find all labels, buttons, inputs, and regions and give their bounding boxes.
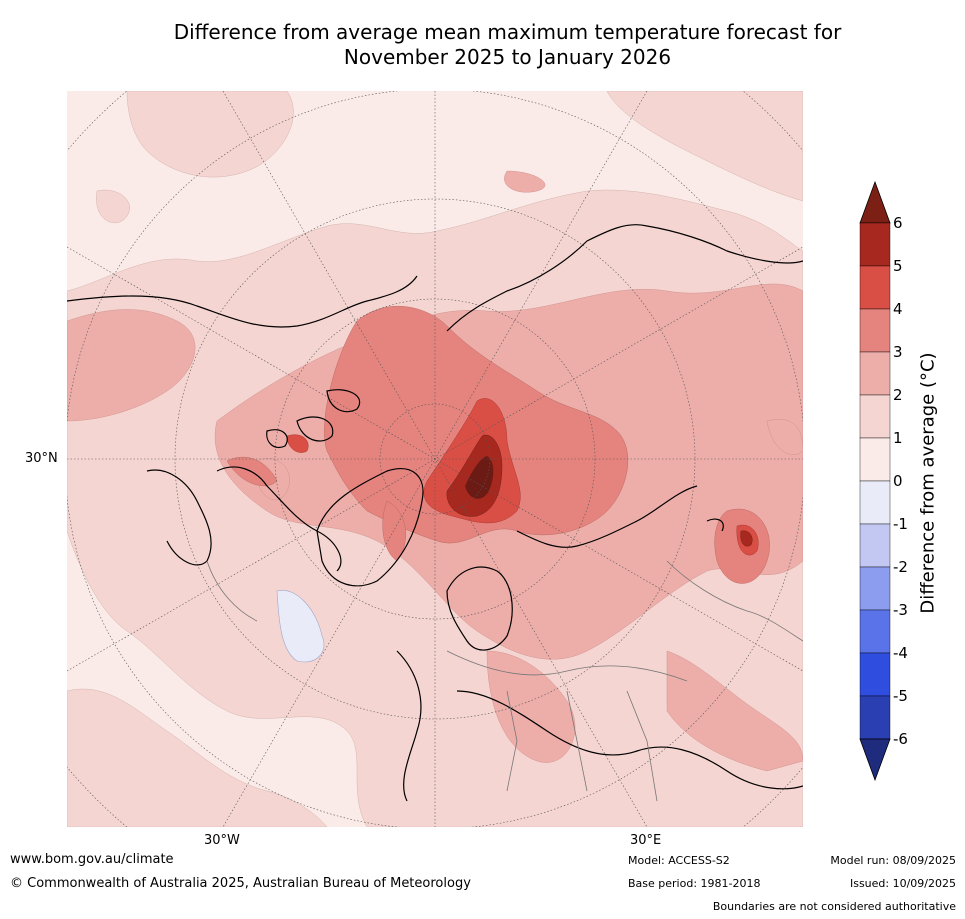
colorbar-tick-label: 6 bbox=[893, 214, 903, 232]
footer-boundaries-note: Boundaries are not considered authoritat… bbox=[712, 900, 956, 913]
coastlines bbox=[67, 224, 803, 802]
colorbar-tick-label: -6 bbox=[893, 730, 908, 748]
anomaly-negative-area bbox=[276, 590, 325, 663]
colorbar-tick-label: 2 bbox=[893, 386, 903, 404]
colorbar-tick-label: -4 bbox=[893, 644, 908, 662]
colorbar-segment bbox=[859, 265, 891, 310]
footer-url: www.bom.gov.au/climate bbox=[10, 852, 174, 867]
graticule bbox=[67, 91, 803, 827]
colorbar-segment bbox=[859, 480, 891, 525]
colorbar-segment bbox=[859, 523, 891, 568]
colorbar-label: Difference from average (°C) bbox=[917, 352, 939, 614]
footer-issued: Issued: 10/09/2025 bbox=[849, 877, 956, 890]
colorbar-tick-label: 5 bbox=[893, 257, 903, 275]
footer-model: Model: ACCESS-S2 bbox=[628, 854, 730, 867]
colorbar-segment bbox=[859, 695, 891, 740]
colorbar-tick-label: -2 bbox=[893, 558, 908, 576]
polar-map bbox=[67, 91, 803, 827]
colorbar-segment bbox=[859, 222, 891, 267]
colorbar-segment bbox=[859, 652, 891, 697]
lon-label-30e: 30°E bbox=[630, 833, 662, 848]
map-title: Difference from average mean maximum tem… bbox=[60, 20, 955, 70]
footer-copyright: © Commonwealth of Australia 2025, Austra… bbox=[10, 876, 471, 891]
colorbar-tick-label: -3 bbox=[893, 601, 908, 619]
colorbar bbox=[859, 180, 891, 782]
colorbar-tick-label: 1 bbox=[893, 429, 903, 447]
greenland-coast bbox=[316, 468, 424, 587]
scandinavia-coast bbox=[446, 566, 513, 651]
title-line-1: Difference from average mean maximum tem… bbox=[173, 20, 842, 44]
colorbar-extend-max bbox=[859, 180, 891, 224]
colorbar-tick-label: -1 bbox=[893, 515, 908, 533]
footer-base-period: Base period: 1981-2018 bbox=[628, 877, 761, 890]
colorbar-segment bbox=[859, 437, 891, 482]
colorbar-segment bbox=[859, 308, 891, 353]
colorbar-segment bbox=[859, 394, 891, 439]
colorbar-tick-label: 3 bbox=[893, 343, 903, 361]
country-borders bbox=[206, 560, 803, 802]
lat-label-30n: 30°N bbox=[25, 451, 58, 466]
colorbar-tick-label: -5 bbox=[893, 687, 908, 705]
lon-label-30w: 30°W bbox=[204, 833, 240, 848]
colorbar-tick-label: 4 bbox=[893, 300, 903, 318]
colorbar-tick-label: 0 bbox=[893, 472, 903, 490]
colorbar-segment bbox=[859, 566, 891, 611]
colorbar-segment bbox=[859, 351, 891, 396]
anomaly-above-6-area bbox=[465, 456, 494, 499]
title-line-2: November 2025 to January 2026 bbox=[343, 45, 672, 69]
colorbar-segment bbox=[859, 609, 891, 654]
footer-model-run: Model run: 08/09/2025 bbox=[830, 854, 956, 867]
colorbar-extend-min bbox=[859, 738, 891, 782]
